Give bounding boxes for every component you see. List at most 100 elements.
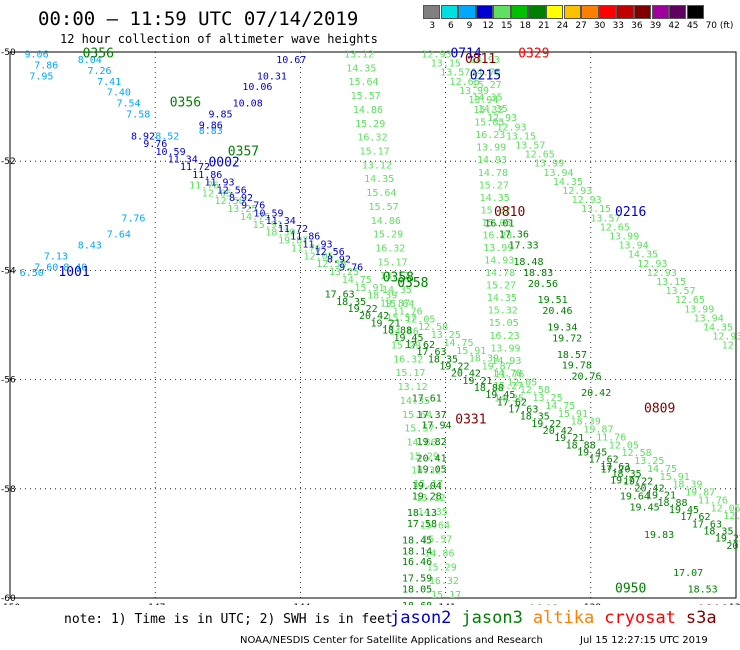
swh-label: 7.86 xyxy=(34,60,58,71)
swh-label: 14.86 xyxy=(389,327,419,338)
swh-label: 14.35 xyxy=(553,177,583,188)
swh-label: 17.62 xyxy=(405,340,435,351)
swh-label: 19.45 xyxy=(485,390,515,401)
swh-label: 12.65 xyxy=(600,222,630,233)
swh-label: 15.57 xyxy=(422,535,452,546)
swh-label: 15.17 xyxy=(395,368,425,379)
swh-label: 18.39 xyxy=(265,228,295,239)
swh-label: 19.21 xyxy=(371,318,401,329)
swh-label: 16.32 xyxy=(411,465,441,476)
swh-label: 15.05 xyxy=(474,118,504,129)
swh-label: 16.32 xyxy=(357,133,387,144)
swh-label: 16.32 xyxy=(429,576,459,587)
swh-label: 12.58 xyxy=(622,448,652,459)
swh-label: 12.58 xyxy=(723,511,740,522)
swh-label: 19.22 xyxy=(439,361,469,372)
swh-label: 17.61 xyxy=(412,393,442,404)
swh-label: 11.86 xyxy=(290,232,320,243)
legend-unit: (ft) xyxy=(719,21,734,31)
swh-label: 15.64 xyxy=(366,188,396,199)
swh-label: 12.05 xyxy=(202,188,232,199)
swh-label: 14.93 xyxy=(477,155,507,166)
lat-tick-label: -52 xyxy=(1,157,16,167)
swh-label: 17.62 xyxy=(680,512,710,523)
swh-label: 14.35 xyxy=(400,396,430,407)
swh-label: 19.28 xyxy=(412,492,442,503)
swh-label: 18.48 xyxy=(513,257,543,268)
swh-label: 13.57 xyxy=(440,68,470,79)
swh-label: 8.92 xyxy=(327,255,351,266)
legend-swatch xyxy=(528,5,546,19)
swh-label: 12.58 xyxy=(215,196,245,207)
legend-swatch xyxy=(458,5,476,19)
swh-label: 18.53 xyxy=(688,585,718,596)
swh-label: 12.93 xyxy=(712,332,740,343)
swh-label: 19.87 xyxy=(685,488,715,499)
swh-label: 17.63 xyxy=(692,519,722,530)
swh-label: 20.42 xyxy=(634,483,664,494)
lon-tick-label: -144 xyxy=(290,603,311,605)
swh-label: 15.91 xyxy=(456,346,486,357)
pass-time-label: 0331 xyxy=(455,412,486,427)
swh-label: 15.32 xyxy=(473,105,503,116)
swh-label: 13.12 xyxy=(344,49,374,60)
pass-time-label: 0216 xyxy=(615,205,646,220)
swh-label: 15.64 xyxy=(348,77,378,88)
pass-time-label: 0811 xyxy=(465,52,496,67)
lon-tick-label: -150 xyxy=(0,603,20,605)
swh-label: 14.86 xyxy=(424,548,454,559)
swh-label: 11.76 xyxy=(596,432,626,443)
swh-label: 7.95 xyxy=(29,71,53,82)
swh-label: 12.93 xyxy=(722,341,740,352)
swh-label: 19.45 xyxy=(577,448,607,459)
swh-label: 16.01 xyxy=(484,219,514,230)
swh-label: 14.93 xyxy=(484,256,514,267)
legend-swatch xyxy=(475,5,494,19)
swh-label: 9.85 xyxy=(208,110,232,121)
legend-label: 45 xyxy=(686,21,699,31)
legend-swatch xyxy=(546,5,564,19)
swh-label: 20.42 xyxy=(359,311,389,322)
swh-label: 18.39 xyxy=(469,354,499,365)
satellite-key: jason2 jason3 altika cryosat s3a xyxy=(390,608,727,628)
swh-label: 8.83 xyxy=(199,126,223,137)
swh-label: 10.08 xyxy=(233,99,263,110)
swh-label: 19.64 xyxy=(620,492,650,503)
swh-label: 13.25 xyxy=(431,330,461,341)
pass-time-label: 0950 xyxy=(615,582,646,597)
footer-note: note: 1) Time is in UTC; 2) SWH is in fe… xyxy=(64,612,393,627)
lat-tick-label: -50 xyxy=(1,48,16,58)
page-title: 00:00 – 11:59 UTC 07/14/2019 xyxy=(38,8,359,30)
swh-label: 13.99 xyxy=(684,304,714,315)
pass-time-label: 0357 xyxy=(228,145,259,160)
swh-label: 15.29 xyxy=(427,562,457,573)
swh-label: 19.21 xyxy=(462,376,492,387)
swh-label: 7.58 xyxy=(126,110,150,121)
swh-label: 12.05 xyxy=(711,503,740,514)
swh-label: 15.17 xyxy=(360,146,390,157)
swh-label: 12.58 xyxy=(316,259,346,270)
swh-label: 17.07 xyxy=(673,568,703,579)
swh-label: 17.63 xyxy=(600,462,630,473)
swh-label: 18.39 xyxy=(672,480,702,491)
lon-tick-label: -141 xyxy=(435,603,455,605)
swh-label: 16.23 xyxy=(475,130,505,141)
swh-label: 7.64 xyxy=(107,230,131,241)
swh-label: 11.76 xyxy=(291,243,321,254)
swh-label: 9.86 xyxy=(199,120,223,131)
pass-time-label: 0329 xyxy=(518,46,549,61)
swh-label: 18.13 xyxy=(407,508,437,519)
swh-label: 11.34 xyxy=(266,216,296,227)
swh-label: 12.93 xyxy=(637,259,667,270)
swh-label: 13.99 xyxy=(483,243,513,254)
swh-label: 12.58 xyxy=(520,385,550,396)
swh-label: 14.75 xyxy=(545,401,575,412)
swh-label: 14.86 xyxy=(407,438,437,449)
swh-label: 13.12 xyxy=(362,160,392,171)
swh-label: 12.93 xyxy=(487,113,517,124)
swh-label: 14.35 xyxy=(418,507,448,518)
pass-time-label: 0949 xyxy=(528,603,559,605)
swh-label: 13.57 xyxy=(590,213,620,224)
legend-swatch xyxy=(669,5,687,19)
swh-label: 19.83 xyxy=(644,530,674,541)
